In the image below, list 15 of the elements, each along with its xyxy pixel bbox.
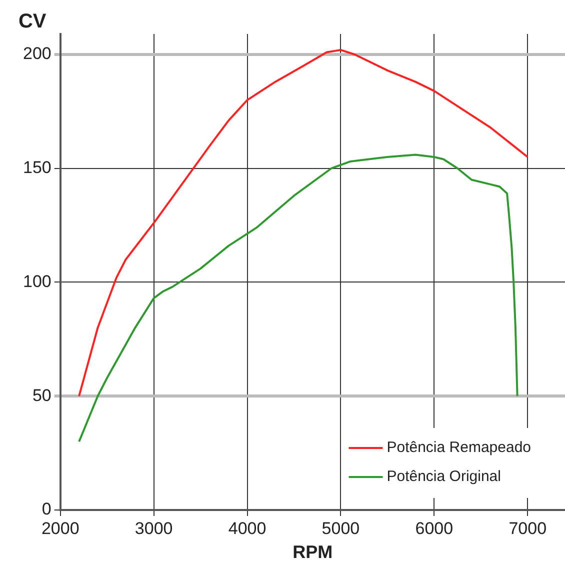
x-tick-label: 4000 <box>228 518 266 538</box>
y-tick-label: 100 <box>22 272 52 291</box>
y-tick-label: 0 <box>42 500 52 519</box>
x-tick-label: 6000 <box>415 518 454 538</box>
y-axis-title: CV <box>18 10 47 33</box>
y-tick-label: 200 <box>22 44 52 64</box>
x-tick-label: 2000 <box>41 518 80 538</box>
y-tick-label: 50 <box>32 386 52 405</box>
y-tick-label: 150 <box>22 158 52 178</box>
x-tick-label: 5000 <box>322 518 360 538</box>
x-tick-label: 7000 <box>508 518 547 538</box>
x-tick-label: 3000 <box>134 518 173 538</box>
legend-label: Potência Remapeado <box>386 439 531 456</box>
legend-label: Potência Original <box>386 468 501 486</box>
x-axis-title: RPM <box>292 542 333 562</box>
